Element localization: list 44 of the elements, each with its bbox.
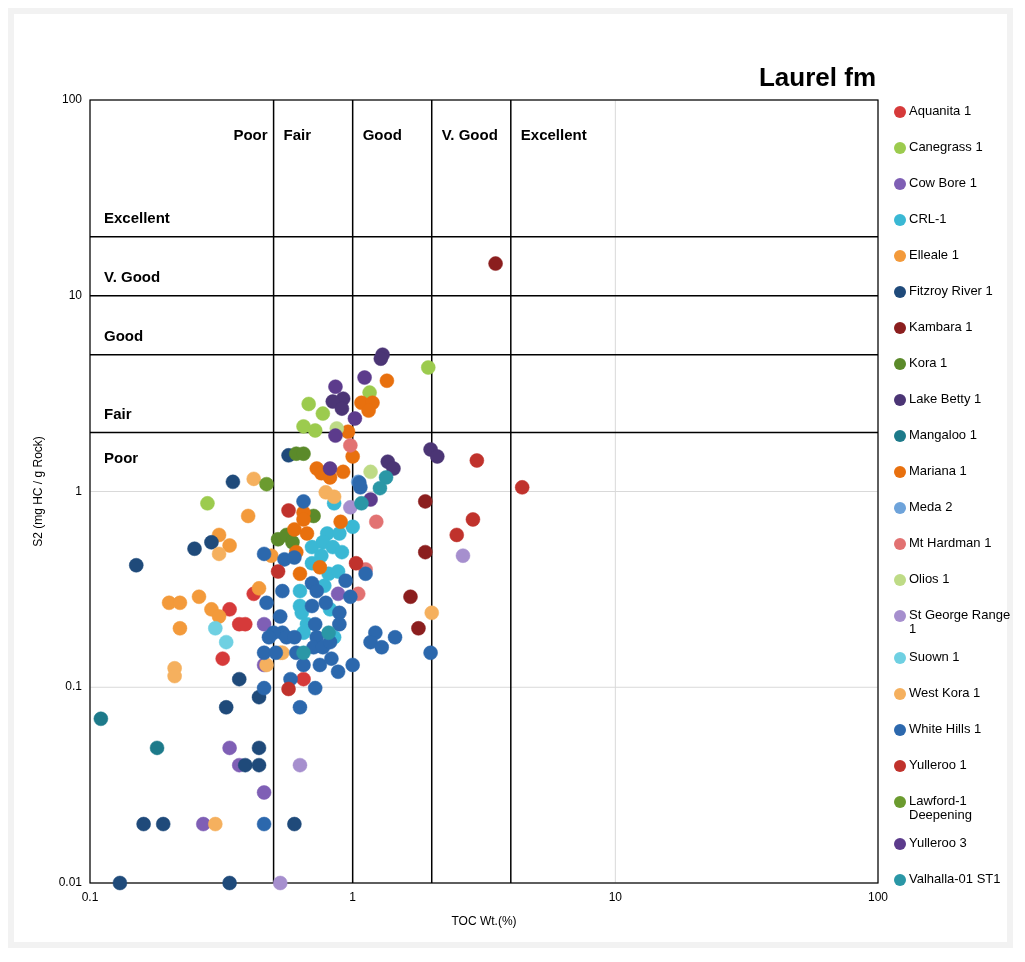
- legend-label: West Kora 1: [909, 685, 981, 701]
- annotation: Excellent: [104, 208, 170, 226]
- legend-label: Mt Hardman 1: [909, 535, 992, 551]
- legend-label: Cow Bore 1: [909, 175, 977, 191]
- legend-label: Olios 1: [909, 571, 950, 587]
- y-tick-label: 0.01: [58, 875, 83, 890]
- legend-label: Kambara 1: [909, 319, 973, 335]
- y-tick-label: 0.1: [65, 679, 83, 694]
- annotation: V. Good: [104, 267, 161, 285]
- y-tick-label: 100: [61, 92, 83, 107]
- legend-label: Mangaloo 1: [909, 427, 977, 443]
- legend-label: Valhalla-01 ST1: [909, 871, 1001, 887]
- legend-label: Aquanita 1: [909, 103, 972, 119]
- legend-label: Kora 1: [909, 355, 948, 371]
- legend-label: Elleale 1: [909, 247, 959, 263]
- legend-label: Lawford-1 Deepening: [909, 793, 972, 823]
- legend-label: Meda 2: [909, 499, 953, 515]
- legend-label: CRL-1: [909, 211, 947, 227]
- y-tick-label: 10: [68, 287, 83, 302]
- annotation: Good: [104, 326, 144, 344]
- legend-label: Yulleroo 3: [909, 835, 967, 851]
- x-tick-label: 10: [608, 890, 623, 904]
- x-tick-label: 0.1: [81, 890, 99, 904]
- annotation: Poor: [233, 125, 268, 143]
- chart-title: Laurel fm: [758, 62, 876, 92]
- annotation: Excellent: [520, 125, 587, 143]
- annotation: Fair: [283, 125, 312, 143]
- annotation: Fair: [104, 404, 132, 422]
- annotation: Good: [362, 125, 402, 143]
- x-tick-label: 100: [867, 890, 889, 904]
- x-tick-label: 1: [349, 890, 357, 904]
- legend-label: Mariana 1: [909, 463, 967, 479]
- legend-label: Lake Betty 1: [909, 391, 982, 407]
- y-axis-title: S2 (mg HC / g Rock): [31, 436, 45, 547]
- legend-label: St George Range 1: [909, 607, 1011, 637]
- legend-label: Fitzroy River 1: [909, 283, 993, 299]
- y-tick-label: 1: [75, 483, 83, 498]
- annotation: V. Good: [441, 125, 498, 143]
- legend-label: Suown 1: [909, 649, 960, 665]
- x-axis-title: TOC Wt.(%): [451, 914, 517, 928]
- legend-label: Yulleroo 1: [909, 757, 967, 773]
- annotation: Poor: [104, 448, 139, 466]
- legend-label: Canegrass 1: [909, 139, 983, 155]
- legend-label: White Hills 1: [909, 721, 982, 737]
